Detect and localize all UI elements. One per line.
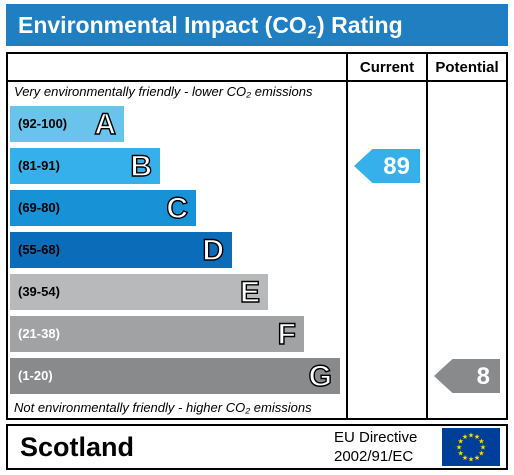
band-b: (81-91) B: [10, 148, 160, 184]
flag-star-icon: ★: [457, 438, 463, 446]
flag-star-icon: ★: [468, 456, 474, 464]
eu-directive: EU Directive 2002/91/EC: [334, 428, 417, 466]
flag-star-icon: ★: [478, 450, 484, 458]
flag-star-icon: ★: [456, 444, 462, 452]
band-letter: F: [277, 317, 297, 351]
potential-rating-arrow: 8: [434, 359, 500, 393]
band-letter: B: [130, 149, 153, 183]
flag-star-icon: ★: [468, 432, 474, 440]
band-letter: G: [308, 359, 333, 393]
band-a: (92-100) A: [10, 106, 124, 142]
current-rating-arrow: 89: [354, 149, 420, 183]
band-range: (21-38): [18, 326, 60, 341]
band-g: (1-20) G: [10, 358, 340, 394]
flag-star-icon: ★: [474, 454, 480, 462]
top-note: Very environmentally friendly - lower CO…: [14, 84, 313, 99]
band-range: (39-54): [18, 284, 60, 299]
directive-line-1: EU Directive: [334, 429, 418, 446]
flag-star-icon: ★: [457, 450, 463, 458]
band-letter: E: [239, 275, 260, 309]
band-range: (55-68): [18, 242, 60, 257]
band-range: (69-80): [18, 200, 60, 215]
flag-star-icon: ★: [462, 454, 468, 462]
band-e: (39-54) E: [10, 274, 268, 310]
band-range: (1-20): [18, 368, 53, 383]
flag-star-icon: ★: [474, 433, 480, 441]
bottom-note: Not environmentally friendly - higher CO…: [14, 400, 312, 415]
band-letter: D: [202, 233, 225, 267]
footer: Scotland EU Directive 2002/91/EC ★ ★ ★ ★ ★ ★ ★…: [6, 424, 508, 470]
band-letter: C: [166, 191, 189, 225]
potential-column-header: Potential: [435, 59, 499, 76]
current-column-header: Current: [359, 59, 415, 76]
page-title: Environmental Impact (CO₂) Rating: [6, 4, 508, 46]
column-divider-potential: [426, 54, 428, 418]
eu-flag-icon: ★ ★ ★ ★ ★ ★ ★ ★ ★ ★ ★ ★: [442, 428, 500, 466]
column-divider-current: [346, 54, 348, 418]
header-divider: [8, 80, 506, 82]
flag-star-icon: ★: [478, 438, 484, 446]
band-range: (81-91): [18, 158, 60, 173]
country-label: Scotland: [20, 432, 135, 462]
band-c: (69-80) C: [10, 190, 196, 226]
flag-star-icon: ★: [480, 444, 486, 452]
potential-rating-value: 8: [476, 363, 490, 390]
directive-line-2: 2002/91/EC: [334, 448, 414, 465]
band-d: (55-68) D: [10, 232, 232, 268]
rating-chart: Current Potential Very environmentally f…: [6, 52, 508, 420]
band-f: (21-38) F: [10, 316, 304, 352]
flag-star-icon: ★: [462, 433, 468, 441]
current-rating-value: 89: [383, 153, 410, 180]
band-range: (92-100): [18, 116, 68, 131]
band-letter: A: [94, 107, 117, 141]
